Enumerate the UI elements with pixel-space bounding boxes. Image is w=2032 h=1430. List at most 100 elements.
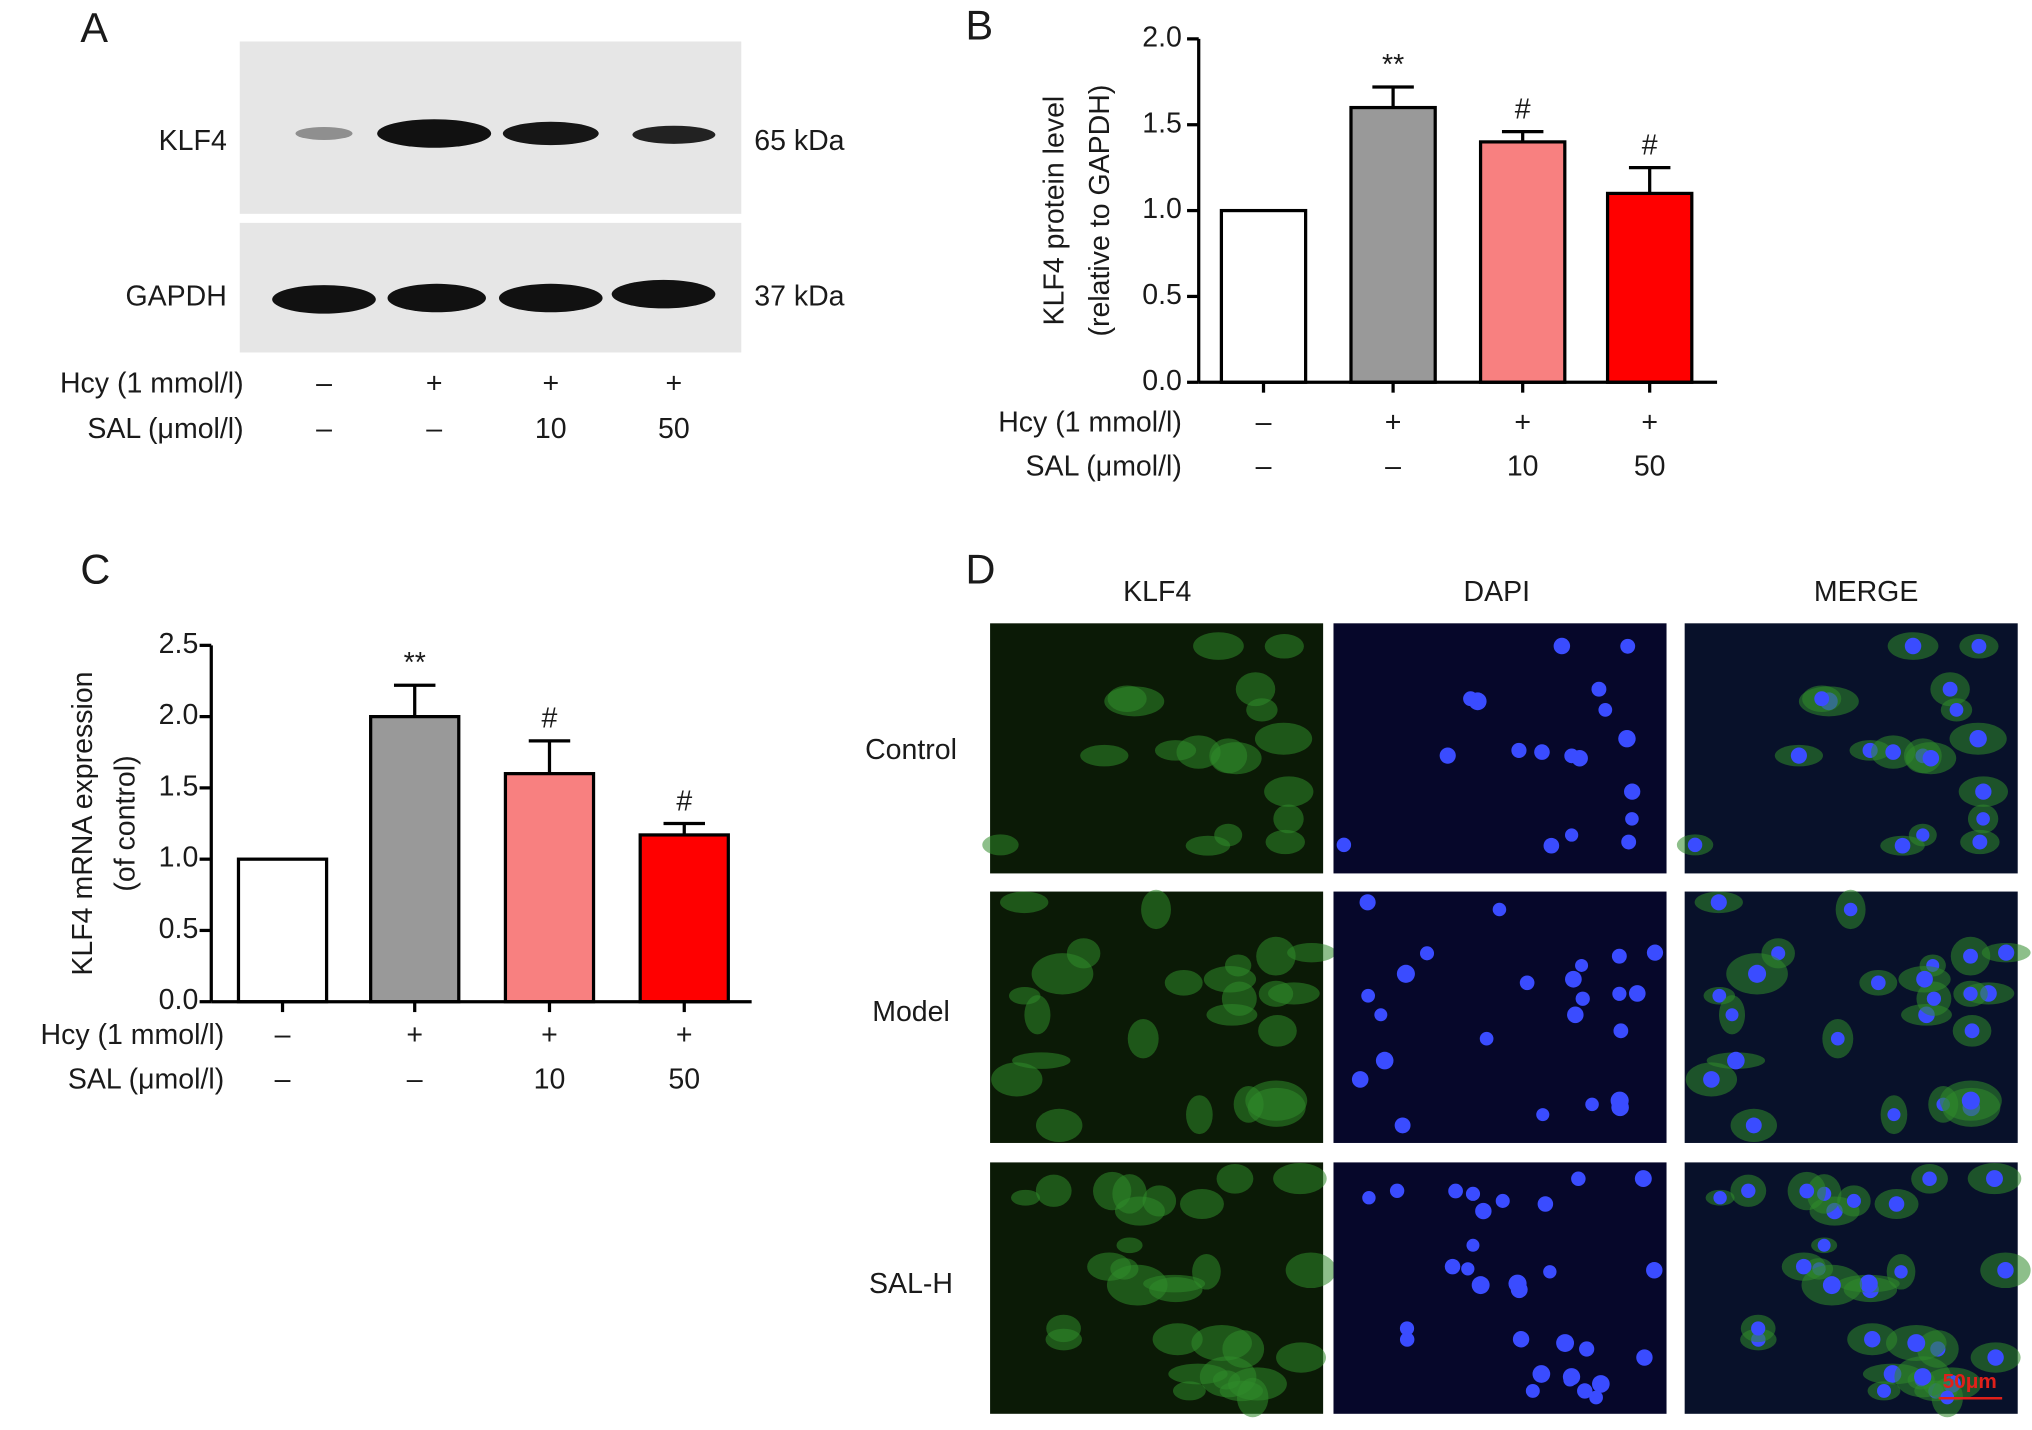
nucleus [1519,975,1535,991]
cell-klf4 [1080,744,1129,767]
nucleus [1634,1170,1652,1188]
nucleus [1571,749,1588,767]
band [387,283,486,313]
nucleus [1362,1191,1376,1205]
panel-label: A [80,4,108,51]
nucleus [1525,1383,1540,1398]
bar [369,715,461,1004]
cell-klf4 [1199,1356,1257,1398]
condition-value: + [542,367,559,399]
y-tick-label: 2.0 [1142,21,1182,53]
nucleus [1969,729,1987,748]
nucleus [1907,1334,1926,1352]
condition-value: 10 [535,413,567,445]
nucleus [1471,1276,1490,1295]
nucleus [1972,834,1988,850]
nucleus [1727,1051,1745,1070]
condition-value: – [316,413,332,445]
band [611,279,716,309]
band-size: 37 kDa [754,281,844,313]
nucleus [1562,1368,1581,1386]
band [295,126,353,140]
condition-value: – [426,413,442,445]
condition-value: 50 [1634,450,1666,482]
nucleus [1495,1193,1510,1208]
nucleus [1389,1183,1405,1198]
condition-value: – [1385,450,1401,482]
cell-klf4 [1035,1108,1083,1142]
nucleus [1745,1117,1762,1134]
cell-klf4 [1141,889,1171,930]
bar [1349,105,1437,384]
y-tick-label: 0.0 [1142,365,1182,397]
nucleus [1922,1171,1937,1187]
nucleus [1577,1383,1593,1399]
y-tick-label: 2.5 [159,628,199,660]
nucleus [1971,638,1987,654]
cell-klf4 [1265,829,1305,855]
nucleus [1536,1108,1550,1122]
cell-klf4 [1164,969,1203,996]
nucleus [1942,681,1958,697]
nucleus [1439,747,1456,764]
nucleus [1611,948,1627,964]
band [502,121,599,146]
cell-klf4 [1287,943,1337,963]
column-header: MERGE [1814,576,1919,608]
column-header: KLF4 [1123,576,1191,608]
cell-klf4 [1093,1171,1132,1211]
significance: ** [404,647,426,679]
condition-value: 10 [534,1063,566,1095]
significance: # [1515,93,1531,125]
cell-klf4 [1193,632,1244,660]
band [272,285,376,314]
condition-value: + [666,367,683,399]
nucleus [1713,1191,1727,1205]
bar [638,833,730,1004]
nucleus [1359,894,1376,911]
nucleus [1396,964,1415,983]
nucleus [1465,1186,1481,1201]
cell-klf4 [1185,835,1231,856]
nucleus [1646,1262,1663,1279]
nucleus [1375,1051,1394,1070]
nucleus [1748,964,1767,983]
condition-value: – [316,367,332,399]
nucleus [1997,1262,2014,1279]
cell-klf4 [1258,980,1294,1007]
cell-klf4 [1258,1014,1297,1047]
bar [503,772,596,1004]
condition-name: SAL (μmol/l) [1026,450,1182,482]
nucleus [1916,970,1933,988]
nucleus [1751,1321,1766,1336]
nucleus [1814,691,1830,707]
cell-klf4 [1046,1314,1081,1343]
nucleus [1625,812,1639,826]
nucleus [1585,1097,1599,1112]
cell-klf4 [1176,735,1221,769]
y-tick-label: 1.0 [159,842,199,874]
nucleus [1914,1368,1932,1386]
nucleus [1592,1375,1610,1393]
nucleus [1508,1274,1527,1293]
nucleus [1543,1265,1557,1279]
panel-label: C [80,546,110,593]
nucleus [1926,991,1942,1006]
nucleus [1885,744,1901,760]
nucleus [1479,1031,1494,1046]
nucleus [1859,1274,1878,1293]
nucleus [1949,703,1964,717]
cell-klf4 [1273,1163,1327,1195]
blot-bands [272,119,716,314]
nucleus [1771,946,1786,961]
nucleus [1374,1008,1388,1022]
nucleus [1703,1071,1720,1088]
bar [1219,208,1308,384]
cell-klf4 [1203,965,1257,993]
y-tick-label: 1.0 [1142,193,1182,225]
condition-name: SAL (μmol/l) [68,1063,224,1095]
nucleus [1512,1331,1530,1348]
cell-klf4 [1000,891,1049,914]
